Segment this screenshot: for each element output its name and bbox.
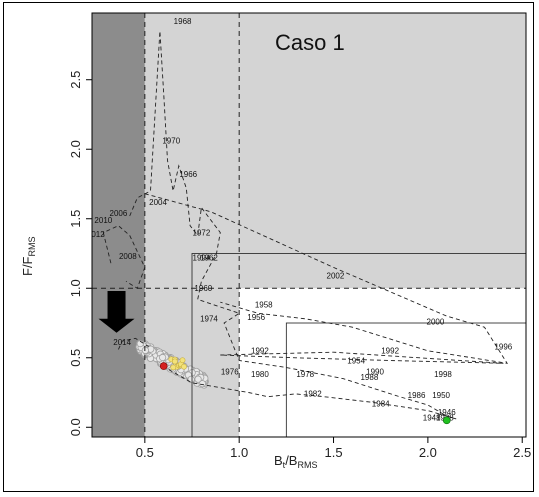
loop-2002 <box>144 193 509 364</box>
trajectory-line <box>129 31 457 420</box>
y-tick-label: 0.0 <box>68 418 83 436</box>
year-label: 1968 <box>174 17 192 26</box>
current-point <box>159 362 168 370</box>
year-label: 1980 <box>251 370 269 379</box>
year-label: 1992 <box>251 347 269 356</box>
x-tick-label: 1.0 <box>230 445 248 460</box>
loop-1992 <box>220 351 504 364</box>
y-tick-label: 2.5 <box>68 71 83 89</box>
cloud-highlight-point <box>170 364 177 371</box>
year-label: 1946 <box>438 408 456 417</box>
y-axis-title: F/FRMS <box>20 237 37 277</box>
year-label: 1960 <box>194 284 212 293</box>
year-label: 1984 <box>372 399 390 408</box>
year-label: 1976 <box>221 367 239 376</box>
cloud-highlight-point <box>179 357 186 364</box>
year-label: 1990 <box>366 367 384 376</box>
year-label: 2014 <box>113 338 131 347</box>
year-label: 1954 <box>347 356 365 365</box>
chart-frame <box>3 2 534 492</box>
loop-2006 <box>102 225 146 289</box>
cloud-highlight-point <box>181 363 187 370</box>
year-label: 2008 <box>119 252 137 261</box>
y-tick-label: 1.5 <box>68 210 83 228</box>
year-label: 2004 <box>149 198 167 207</box>
cloud-highlight-point <box>171 358 178 365</box>
x-tick-label: 0.5 <box>136 445 154 460</box>
year-label: 1966 <box>179 170 197 179</box>
year-label: 2010 <box>94 216 112 225</box>
y-tick-label: 2.0 <box>68 140 83 158</box>
year-label: 1972 <box>193 228 211 237</box>
year-label: 1956 <box>247 313 265 322</box>
x-tick-label: 2.5 <box>513 445 531 460</box>
year-label: 2012 <box>87 230 105 239</box>
cloud-point <box>194 375 202 383</box>
year-label: 1988 <box>360 373 378 382</box>
year-label: 1996 <box>494 342 512 351</box>
x-axis-title: Bt/BRMS <box>274 453 317 470</box>
plot-border <box>91 12 527 438</box>
x-tick-label: 1.5 <box>324 445 342 460</box>
box-lower <box>285 322 526 437</box>
cloud-point <box>141 346 149 354</box>
chart-title: Caso 1 <box>275 30 345 55</box>
down-arrow-icon <box>98 291 135 333</box>
year-label: 2006 <box>110 209 128 218</box>
year-label: 2000 <box>427 317 445 326</box>
x-tick-label: 2.0 <box>419 445 437 460</box>
year-label: 1998 <box>434 370 452 379</box>
year-label: 1974 <box>200 315 218 324</box>
year-label: 1992 <box>381 347 399 356</box>
year-label: 1950 <box>432 391 450 400</box>
y-tick-label: 0.5 <box>68 349 83 367</box>
box-upper <box>191 253 526 437</box>
year-label: 1982 <box>304 390 322 399</box>
year-label: 1970 <box>162 137 180 146</box>
year-label: 1948 <box>423 413 441 422</box>
year-label: 1962 <box>200 253 218 262</box>
year-label: 1994 <box>193 253 211 262</box>
year-label: 1958 <box>255 301 273 310</box>
y-tick-label: 1.0 <box>68 279 83 297</box>
cloud-point <box>159 353 167 362</box>
year-label: 1978 <box>296 370 314 379</box>
dark-zone <box>92 13 145 437</box>
target-point <box>442 416 451 425</box>
loop-2014 <box>117 337 149 350</box>
year-label: 2002 <box>327 272 345 281</box>
year-label: 1986 <box>408 391 426 400</box>
